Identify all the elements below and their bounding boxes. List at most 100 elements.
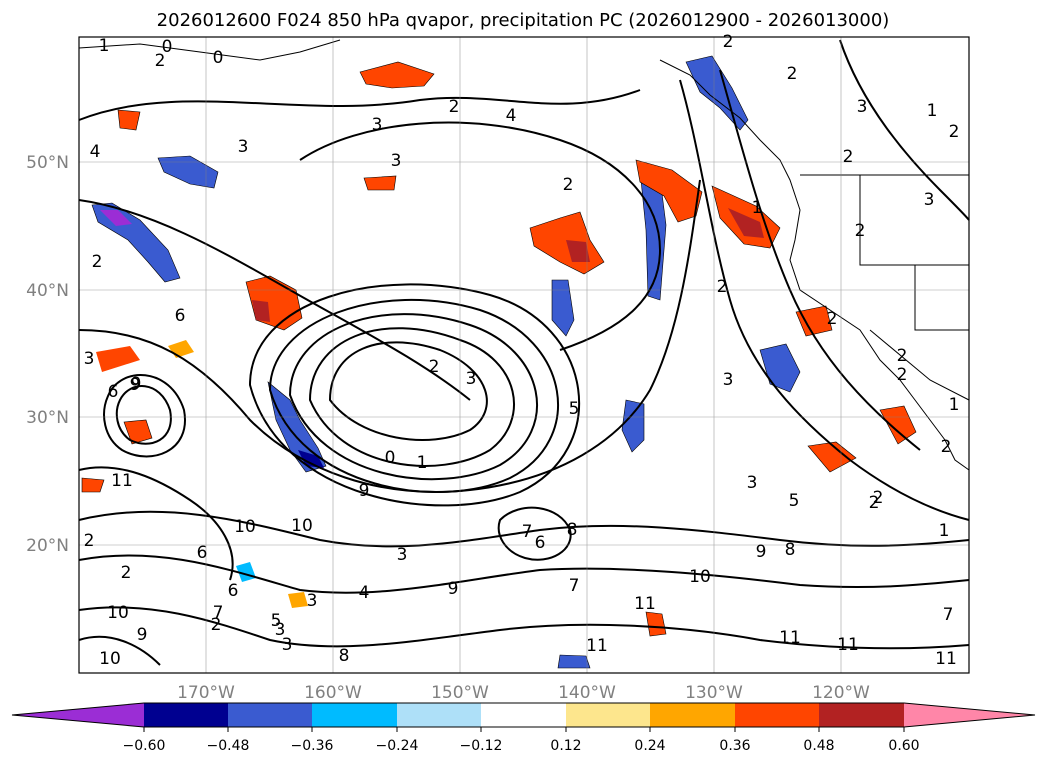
- contour-label: 1: [927, 101, 938, 121]
- contour-label: 3: [275, 620, 286, 640]
- contour-label: 2: [827, 309, 838, 329]
- qvapor-contour: [839, 39, 970, 221]
- colorbar-segment: [735, 703, 820, 727]
- lat-tick-label: 50°N: [26, 153, 69, 173]
- qvapor-contour: [78, 635, 161, 666]
- contour-label: 6: [228, 581, 239, 601]
- contour-label: 5: [271, 611, 282, 631]
- contour-label: 10: [234, 517, 256, 537]
- colorbar-tick-label: −0.12: [460, 738, 503, 754]
- contour-label: 5: [569, 399, 580, 419]
- contour-label: 4: [359, 583, 370, 603]
- lon-tick-label: 160°W: [304, 683, 362, 703]
- colorbar-segment: [144, 703, 229, 727]
- contour-label: 11: [837, 635, 859, 655]
- colorbar-extend-high: [904, 703, 1035, 727]
- lat-tick-label: 20°N: [26, 536, 69, 556]
- contour-label: 2: [92, 252, 103, 272]
- contour-label: 7: [213, 603, 224, 623]
- contour-label: 2: [855, 221, 866, 241]
- contour-label: 1: [417, 453, 428, 473]
- colorbar-segment: [397, 703, 482, 727]
- contour-label: 3: [391, 151, 402, 171]
- qvapor-contour: [248, 283, 580, 507]
- lat-tick-label: 40°N: [26, 281, 69, 301]
- contour-label: 3: [466, 369, 477, 389]
- contour-label: 1: [949, 395, 960, 415]
- lat-tick-label: 30°N: [26, 408, 69, 428]
- precip-blob-positive: [566, 240, 590, 262]
- precip-fill-layer: [81, 55, 917, 669]
- contour-label: 10: [689, 567, 711, 587]
- colorbar-segment: [650, 703, 735, 727]
- contour-label: 8: [785, 540, 796, 560]
- contour-label: 9: [359, 481, 370, 501]
- contour-label: 2: [723, 32, 734, 52]
- colorbar-segments: [12, 703, 1035, 727]
- precip-blob-positive: [81, 477, 105, 493]
- contour-label: 2: [873, 488, 884, 508]
- qvapor-contour: [268, 298, 559, 494]
- colorbar-tick-label: −0.60: [123, 738, 166, 754]
- longitude-tick-labels: 170°W 160°W 150°W 140°W 130°W 120°W: [177, 683, 870, 703]
- precip-blob-positive: [645, 611, 667, 637]
- qvapor-contour: [308, 327, 515, 467]
- contour-label: 2: [949, 122, 960, 142]
- contour-label: 8: [567, 520, 578, 540]
- contour-label: 11: [634, 594, 656, 614]
- qvapor-contour: [115, 385, 172, 445]
- colorbar-segment: [228, 703, 313, 727]
- contour-label: 6: [175, 306, 186, 326]
- contour-label: 7: [522, 522, 533, 542]
- colorbar-tick-label: −0.24: [376, 738, 419, 754]
- contour-label: 2: [941, 437, 952, 457]
- state-border: [914, 265, 969, 331]
- lon-tick-label: 120°W: [812, 683, 870, 703]
- contour-label: 4: [90, 142, 101, 162]
- contour-label: 9: [448, 579, 459, 599]
- qvapor-contour: [78, 466, 234, 581]
- lon-tick-label: 170°W: [177, 683, 235, 703]
- precip-blob-negative: [236, 562, 256, 582]
- contour-label: 6: [535, 533, 546, 553]
- contour-label: 2: [429, 357, 440, 377]
- qvapor-contour: [679, 79, 970, 521]
- qvapor-contour: [78, 606, 970, 650]
- contour-label: 0: [162, 37, 173, 57]
- contour-label: 4: [506, 106, 517, 126]
- contour-label: 3: [84, 349, 95, 369]
- contour-label: 3: [282, 635, 293, 655]
- map-background: [79, 37, 969, 673]
- qvapor-contour: [78, 89, 641, 121]
- state-border: [859, 175, 969, 266]
- figure-title: 2026012600 F024 850 hPa qvapor, precipit…: [157, 10, 890, 31]
- contour-label: 9: [130, 375, 141, 395]
- contour-label: 2: [869, 493, 880, 513]
- contour-label: 3: [238, 137, 249, 157]
- contour-label: 11: [779, 628, 801, 648]
- lon-tick-label: 140°W: [558, 683, 616, 703]
- precip-blob-negative: [267, 381, 327, 473]
- colorbar-tick-labels: −0.60 −0.48 −0.36 −0.24 −0.12 0.12 0.24 …: [123, 738, 920, 754]
- contour-label: 2: [843, 147, 854, 167]
- contour-label: 0: [213, 48, 224, 68]
- precip-blob-positive: [795, 305, 833, 337]
- precip-blob-positive: [288, 592, 308, 608]
- contour-label: 1: [939, 521, 950, 541]
- colorbar-segment: [481, 703, 566, 727]
- precip-blob-positive: [807, 441, 857, 473]
- precip-blob-positive: [359, 61, 435, 89]
- colorbar-tick-label: 0.48: [803, 738, 834, 754]
- contour-label: 2: [787, 64, 798, 84]
- contour-label: 3: [857, 97, 868, 117]
- precip-blob-positive: [123, 419, 153, 445]
- contour-label: 1: [752, 198, 763, 218]
- precip-blob-negative: [551, 279, 575, 337]
- precip-blob-positive: [879, 405, 917, 445]
- precip-blob-negative: [157, 155, 219, 189]
- coastline: [659, 59, 970, 471]
- contour-label: 7: [943, 605, 954, 625]
- contour-label: 0: [385, 448, 396, 468]
- precip-blob-positive: [363, 175, 397, 191]
